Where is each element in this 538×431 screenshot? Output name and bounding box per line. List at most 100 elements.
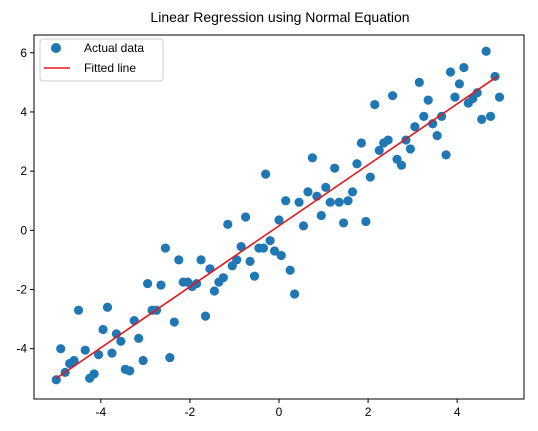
y-tick-label: 2 — [20, 164, 27, 178]
data-point — [494, 92, 505, 102]
data-point — [459, 62, 469, 73]
data-point — [98, 324, 108, 335]
data-point — [218, 273, 228, 283]
data-point — [352, 159, 362, 169]
data-point — [174, 255, 184, 265]
legend-box — [39, 38, 164, 82]
data-point — [129, 315, 139, 326]
data-point — [445, 67, 456, 77]
data-point — [232, 255, 242, 265]
chart-title: Linear Regression using Normal Equation — [150, 9, 409, 25]
data-point — [361, 216, 371, 227]
y-axis: -4 -2 0 2 4 6 — [16, 46, 34, 356]
data-point — [56, 344, 66, 354]
data-point — [160, 243, 171, 253]
data-point — [196, 255, 206, 265]
legend-label-fitted-line: Fitted line — [84, 61, 136, 75]
x-tick-label: 2 — [365, 405, 372, 419]
y-tick-label: -2 — [16, 283, 27, 297]
data-point — [165, 352, 175, 363]
data-point — [209, 286, 220, 296]
y-tick-label: 4 — [20, 105, 27, 119]
data-point — [481, 46, 491, 56]
data-point — [125, 366, 135, 376]
data-point — [134, 333, 144, 343]
data-point — [343, 196, 353, 206]
data-point — [454, 79, 465, 89]
data-point — [156, 280, 166, 290]
y-tick-label: -4 — [16, 342, 27, 356]
data-point — [245, 256, 255, 266]
data-point — [93, 350, 104, 360]
data-point — [142, 278, 153, 289]
data-point — [356, 138, 367, 148]
data-point — [169, 317, 179, 327]
data-point — [423, 95, 433, 105]
data-point — [281, 196, 291, 206]
legend: Actual data Fitted line — [39, 38, 164, 82]
data-point — [138, 355, 148, 366]
data-point — [316, 210, 326, 221]
data-point — [477, 114, 487, 124]
data-point — [102, 302, 113, 312]
data-point — [240, 212, 251, 222]
data-point — [472, 88, 482, 98]
data-point — [116, 336, 126, 346]
data-point — [485, 111, 496, 121]
data-point — [414, 77, 424, 87]
data-point — [261, 169, 271, 179]
data-point — [223, 219, 233, 229]
x-tick-label: -4 — [95, 405, 106, 419]
data-point — [321, 182, 331, 193]
plot-area: -4 -2 0 2 4 -4 -2 0 2 4 6 — [16, 34, 525, 419]
data-point — [347, 187, 358, 197]
data-point — [303, 187, 313, 197]
data-point — [89, 369, 99, 379]
data-point — [265, 236, 275, 246]
fitted-line-series — [55, 75, 498, 379]
data-point — [236, 241, 246, 252]
data-point — [450, 92, 460, 102]
data-point — [365, 172, 375, 182]
data-point — [307, 153, 318, 163]
data-point — [334, 197, 344, 207]
data-point — [200, 311, 211, 321]
legend-label-actual-data: Actual data — [84, 41, 144, 55]
data-point — [107, 348, 117, 358]
data-point — [285, 265, 295, 275]
fitted-line — [55, 75, 498, 379]
x-tick-label: -2 — [185, 405, 196, 419]
data-point — [330, 163, 340, 173]
legend-marker-actual-data — [51, 43, 61, 53]
data-point — [289, 289, 300, 299]
data-point — [432, 131, 442, 141]
data-point — [73, 305, 84, 315]
data-point — [370, 99, 380, 110]
data-point — [441, 150, 451, 160]
data-point — [387, 91, 398, 101]
data-point — [80, 345, 90, 355]
data-point — [410, 122, 420, 132]
data-point — [269, 246, 280, 256]
data-point — [436, 111, 447, 121]
x-tick-label: 4 — [454, 405, 461, 419]
data-point — [276, 250, 286, 261]
data-point — [69, 355, 79, 366]
data-point — [338, 218, 349, 228]
x-axis: -4 -2 0 2 4 — [95, 399, 461, 419]
data-point — [294, 197, 304, 207]
data-point — [419, 111, 429, 121]
data-point — [325, 197, 335, 207]
data-point — [383, 135, 393, 145]
data-point — [405, 144, 416, 154]
data-point — [298, 221, 309, 231]
data-point — [205, 264, 215, 274]
y-tick-label: 6 — [20, 46, 27, 60]
data-point — [396, 160, 407, 170]
y-tick-label: 0 — [20, 223, 27, 237]
data-point — [249, 271, 260, 281]
data-point — [258, 243, 269, 253]
scatter-series — [51, 46, 505, 385]
data-point — [274, 215, 284, 225]
